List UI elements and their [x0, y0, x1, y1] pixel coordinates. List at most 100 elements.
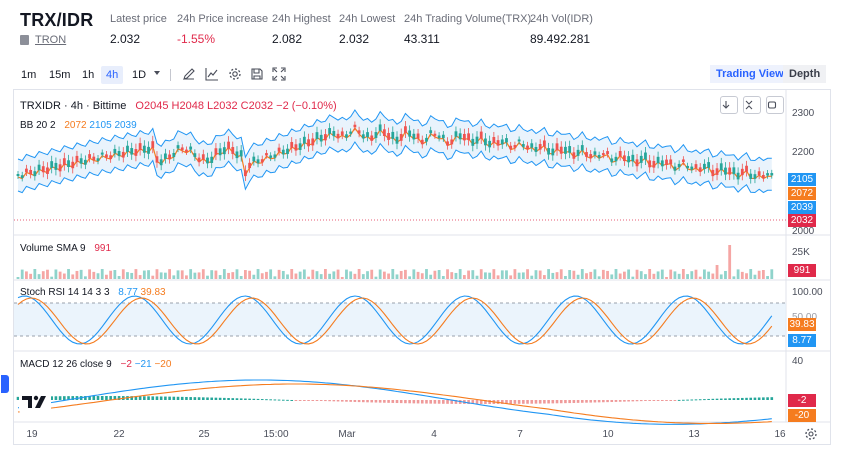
- volume-bar: [399, 270, 403, 279]
- chart-settings-icon[interactable]: [804, 427, 818, 441]
- bb-legend[interactable]: BB 20 2 2072 2105 2039: [20, 120, 137, 131]
- volume-bar: [75, 270, 79, 279]
- candle-body: [92, 156, 96, 161]
- timeframe-1d[interactable]: 1D: [132, 69, 147, 81]
- candle-body: [265, 153, 268, 156]
- volume-bar: [155, 269, 159, 279]
- macd-histogram-bar: [597, 400, 601, 403]
- timeframe-1m[interactable]: 1m: [21, 69, 37, 81]
- macd-histogram-bar: [724, 398, 727, 400]
- volume-bar: [753, 274, 757, 279]
- network-link[interactable]: TRON: [20, 34, 93, 46]
- indicator-chart-icon[interactable]: [205, 67, 219, 81]
- pane-maximize-button[interactable]: [766, 96, 784, 114]
- pane-move-down-button[interactable]: [720, 96, 738, 114]
- macd-histogram-bar: [555, 400, 559, 404]
- volume-bar: [189, 269, 193, 279]
- volume-bar: [500, 270, 504, 279]
- macd-histogram-bar: [50, 396, 53, 400]
- macd-legend[interactable]: MACD 12 26 close 9 −2 −21 −20: [20, 359, 171, 370]
- macd-histogram-bar: [475, 400, 479, 404]
- volume-bar: [740, 271, 744, 279]
- candle-body: [382, 129, 386, 136]
- macd-histogram-bar: [732, 398, 736, 400]
- bb-label: BB 20 2: [20, 120, 56, 131]
- timeframe-1h[interactable]: 1h: [82, 69, 95, 81]
- macd-histogram-bar: [547, 400, 550, 404]
- volume-bar: [479, 269, 483, 279]
- macd-histogram-bar: [374, 400, 378, 403]
- candle-body: [690, 166, 694, 170]
- candle-body: [172, 152, 176, 158]
- volume-bar: [446, 269, 449, 279]
- candle-body: [151, 141, 155, 148]
- macd-histogram-bar: [239, 398, 243, 400]
- volume-bar: [273, 276, 277, 279]
- stoch-legend[interactable]: Stoch RSI 14 14 3 3 8.77 39.83: [20, 287, 166, 298]
- macd-histogram-bar: [96, 396, 100, 400]
- depth-button[interactable]: Depth: [783, 65, 827, 83]
- price-chart[interactable]: TRXIDR · 4h · Bittime O2045 H2048 L2032 …: [1, 89, 832, 446]
- volume-bar: [505, 270, 508, 279]
- volume-bar: [349, 271, 353, 279]
- fullscreen-icon[interactable]: [272, 67, 286, 81]
- ohlc-change: −2 (−0.10%): [276, 100, 337, 112]
- tradingview-logo[interactable]: [19, 391, 51, 413]
- network-label[interactable]: TRON: [35, 34, 67, 46]
- macd-signal-value: −20: [154, 359, 172, 370]
- volume-bar: [736, 269, 740, 279]
- timeframe-4h[interactable]: 4h: [101, 66, 124, 84]
- sidebar-toggle-tab[interactable]: [1, 375, 9, 393]
- candle-body: [239, 150, 243, 157]
- volume-bar: [665, 276, 668, 279]
- macd-histogram-bar: [197, 397, 201, 400]
- macd-histogram-bar: [631, 400, 635, 402]
- volume-bar: [210, 270, 214, 279]
- caret-down-icon[interactable]: [152, 68, 162, 78]
- macd-histogram-bar: [235, 398, 239, 400]
- candle-body: [770, 173, 774, 176]
- candle-body: [269, 155, 273, 158]
- candle-body: [766, 173, 769, 176]
- draw-pen-icon[interactable]: [182, 67, 196, 81]
- volume-legend[interactable]: Volume SMA 9 991: [20, 243, 111, 254]
- macd-histogram-bar: [378, 400, 382, 403]
- macd-histogram-bar: [530, 400, 534, 404]
- volume-bar: [324, 269, 327, 279]
- macd-histogram-bar: [353, 400, 357, 402]
- trading-view-button[interactable]: Trading View: [710, 65, 790, 83]
- macd-histogram-bar: [168, 396, 171, 400]
- macd-histogram-bar: [324, 400, 327, 402]
- candle-body: [345, 134, 348, 138]
- save-icon[interactable]: [250, 67, 264, 81]
- volume-bar: [71, 274, 75, 279]
- macd-histogram-bar: [252, 398, 256, 400]
- volume-bar: [475, 275, 479, 279]
- candle-body: [328, 128, 332, 134]
- macd-histogram-bar: [698, 399, 702, 401]
- volume-bar: [58, 271, 62, 279]
- volume-bar: [134, 269, 138, 279]
- volume-bar: [509, 275, 513, 279]
- macd-histogram-bar: [437, 400, 441, 404]
- macd-histogram-bar: [399, 400, 403, 404]
- pane-collapse-button[interactable]: [743, 96, 761, 114]
- candle-body: [353, 124, 357, 128]
- bb-basis-badge: 2072: [788, 187, 816, 200]
- volume-bar: [564, 276, 567, 279]
- candle-body: [555, 143, 559, 151]
- macd-histogram-bar: [265, 399, 268, 401]
- chart-canvas[interactable]: [14, 90, 832, 446]
- bb-lower-badge: 2039: [788, 201, 816, 214]
- timeframe-15m[interactable]: 15m: [49, 69, 71, 81]
- volume-bar: [235, 269, 239, 279]
- macd-hist-badge: -2: [788, 394, 816, 407]
- candle-body: [273, 154, 277, 158]
- settings-gear-icon[interactable]: [228, 67, 242, 81]
- macd-histogram-bar: [206, 397, 209, 400]
- macd-histogram-bar: [711, 398, 715, 400]
- candle-body: [593, 151, 597, 155]
- candle-body: [686, 165, 689, 169]
- stat-label: 24h Vol(IDR): [530, 13, 593, 25]
- volume-bar: [623, 271, 626, 279]
